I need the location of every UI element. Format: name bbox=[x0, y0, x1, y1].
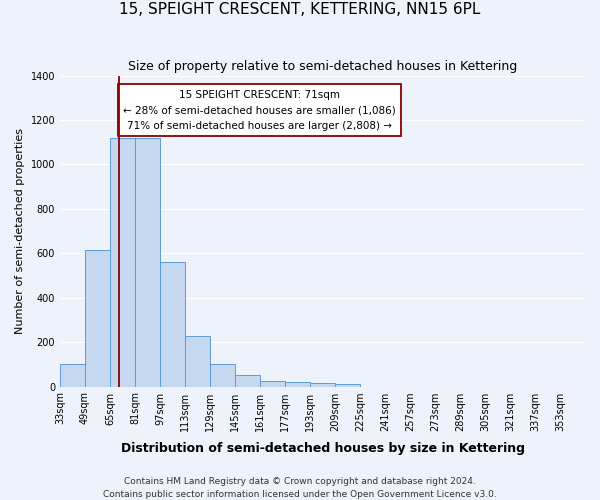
Bar bbox=[160, 262, 185, 386]
Bar bbox=[335, 384, 360, 386]
Bar bbox=[85, 250, 110, 386]
Bar bbox=[310, 382, 335, 386]
Text: 15 SPEIGHT CRESCENT: 71sqm
← 28% of semi-detached houses are smaller (1,086)
71%: 15 SPEIGHT CRESCENT: 71sqm ← 28% of semi… bbox=[123, 90, 396, 130]
Text: 15, SPEIGHT CRESCENT, KETTERING, NN15 6PL: 15, SPEIGHT CRESCENT, KETTERING, NN15 6P… bbox=[119, 2, 481, 18]
Bar bbox=[260, 381, 285, 386]
Text: Contains HM Land Registry data © Crown copyright and database right 2024.
Contai: Contains HM Land Registry data © Crown c… bbox=[103, 477, 497, 499]
Bar bbox=[135, 138, 160, 386]
Title: Size of property relative to semi-detached houses in Kettering: Size of property relative to semi-detach… bbox=[128, 60, 517, 73]
Y-axis label: Number of semi-detached properties: Number of semi-detached properties bbox=[15, 128, 25, 334]
Bar bbox=[110, 138, 135, 386]
Bar bbox=[210, 364, 235, 386]
Bar bbox=[235, 376, 260, 386]
X-axis label: Distribution of semi-detached houses by size in Kettering: Distribution of semi-detached houses by … bbox=[121, 442, 524, 455]
Bar bbox=[60, 364, 85, 386]
Bar bbox=[285, 382, 310, 386]
Bar bbox=[185, 336, 210, 386]
